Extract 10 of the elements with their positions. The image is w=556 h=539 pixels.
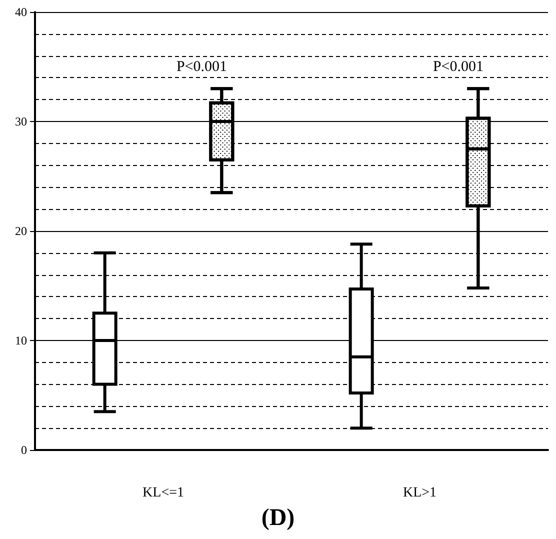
x-tick-label: KL>1: [402, 486, 437, 500]
y-tick-label: 10: [15, 334, 27, 348]
y-tick-label: 20: [15, 224, 27, 238]
x-tick-label: KL<=1: [142, 486, 184, 500]
y-tick-label: 30: [15, 114, 27, 128]
annotation: P<0.001: [176, 58, 228, 75]
annotation: P<0.001: [432, 58, 484, 75]
text: (D): [261, 505, 295, 531]
y-tick-label: 40: [15, 5, 27, 19]
y-tick-label: 0: [21, 443, 27, 457]
